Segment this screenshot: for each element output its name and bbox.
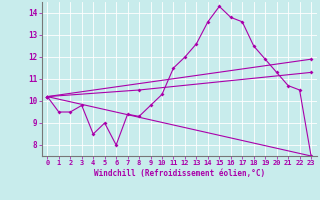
X-axis label: Windchill (Refroidissement éolien,°C): Windchill (Refroidissement éolien,°C) — [94, 169, 265, 178]
